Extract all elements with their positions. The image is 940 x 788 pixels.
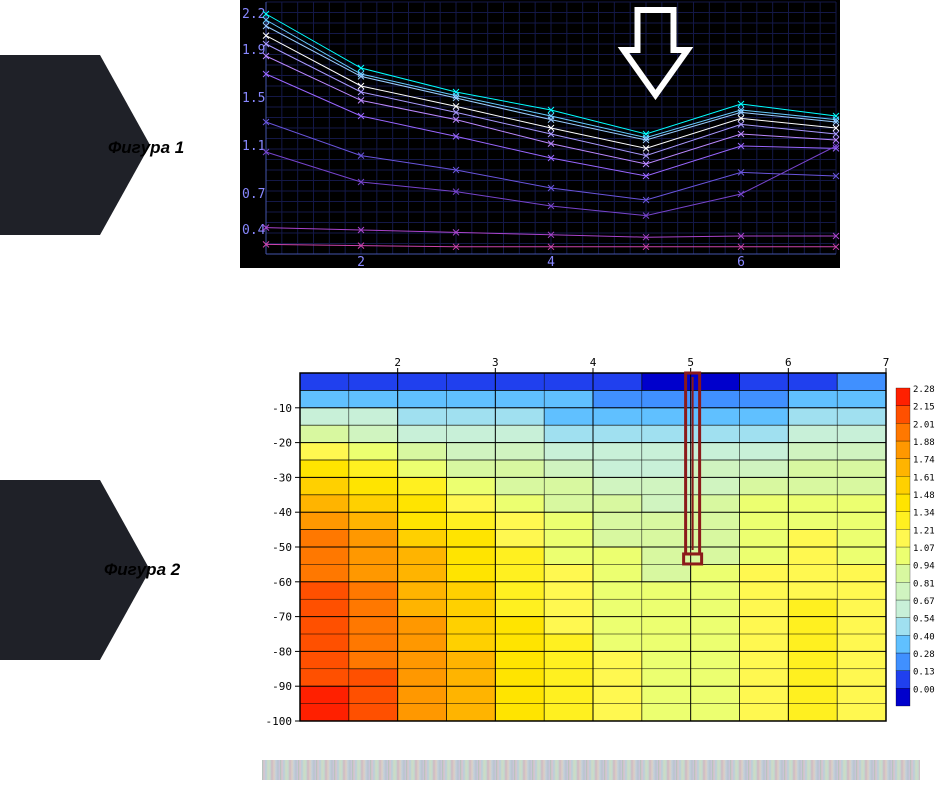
heatmap-chart: 2 3 4 5 6 7 -10 -20 -30 -40 -50 -60 -70 -80 -90 -100 0.0… xyxy=(260,355,940,725)
svg-text:0.7: 0.7 xyxy=(242,187,265,202)
svg-text:0.40: 0.40 xyxy=(913,632,935,642)
line-chart-svg: 2 4 6 0.4 0.7 1.1 1.5 1.9 2.2 xyxy=(240,0,840,268)
svg-text:1.88: 1.88 xyxy=(913,438,935,448)
svg-text:2.15: 2.15 xyxy=(913,403,935,413)
svg-text:5: 5 xyxy=(687,356,694,369)
svg-text:6: 6 xyxy=(785,356,792,369)
svg-text:0.67: 0.67 xyxy=(913,597,935,607)
svg-text:1.9: 1.9 xyxy=(242,43,265,58)
svg-text:0.81: 0.81 xyxy=(913,579,935,589)
svg-text:0.94: 0.94 xyxy=(913,562,935,572)
pentagon-marker-2 xyxy=(0,480,100,660)
svg-text:2.01: 2.01 xyxy=(913,420,935,430)
svg-text:0.28: 0.28 xyxy=(913,650,935,660)
svg-text:4: 4 xyxy=(547,255,555,268)
svg-text:-90: -90 xyxy=(272,680,292,693)
svg-text:3: 3 xyxy=(492,356,499,369)
line-chart: 2 4 6 0.4 0.7 1.1 1.5 1.9 2.2 xyxy=(240,0,840,268)
svg-text:-10: -10 xyxy=(272,402,292,415)
figure1-caption: Фигура 1 xyxy=(108,138,184,158)
svg-text:0.54: 0.54 xyxy=(913,615,935,625)
svg-text:1.34: 1.34 xyxy=(913,509,935,519)
svg-text:-20: -20 xyxy=(272,437,292,450)
svg-text:1.07: 1.07 xyxy=(913,544,935,554)
pentagon-marker-1 xyxy=(0,55,100,235)
svg-text:-30: -30 xyxy=(272,471,292,484)
svg-text:-60: -60 xyxy=(272,576,292,589)
svg-text:0.00: 0.00 xyxy=(913,685,935,695)
svg-text:1.1: 1.1 xyxy=(242,139,265,154)
noise-strip xyxy=(262,760,920,780)
svg-text:6: 6 xyxy=(737,255,745,268)
heatmap-chart-svg: 2 3 4 5 6 7 -10 -20 -30 -40 -50 -60 -70 -80 -90 -100 0.0… xyxy=(260,355,940,725)
svg-text:7: 7 xyxy=(883,356,890,369)
svg-text:1.21: 1.21 xyxy=(913,526,935,536)
svg-text:-100: -100 xyxy=(266,715,293,725)
svg-text:1.61: 1.61 xyxy=(913,473,935,483)
svg-text:1.48: 1.48 xyxy=(913,491,935,501)
svg-text:-50: -50 xyxy=(272,541,292,554)
svg-text:-70: -70 xyxy=(272,611,292,624)
svg-text:2: 2 xyxy=(394,356,401,369)
svg-text:2: 2 xyxy=(357,255,365,268)
svg-text:1.5: 1.5 xyxy=(242,91,265,106)
svg-text:4: 4 xyxy=(590,356,597,369)
figure2-caption: Фигура 2 xyxy=(104,560,180,580)
svg-text:0.13: 0.13 xyxy=(913,668,935,678)
svg-text:-80: -80 xyxy=(272,645,292,658)
svg-text:1.74: 1.74 xyxy=(913,456,935,466)
svg-text:2.2: 2.2 xyxy=(242,7,265,22)
svg-text:0.4: 0.4 xyxy=(242,223,266,238)
svg-text:2.28: 2.28 xyxy=(913,385,935,395)
svg-text:-40: -40 xyxy=(272,506,292,519)
